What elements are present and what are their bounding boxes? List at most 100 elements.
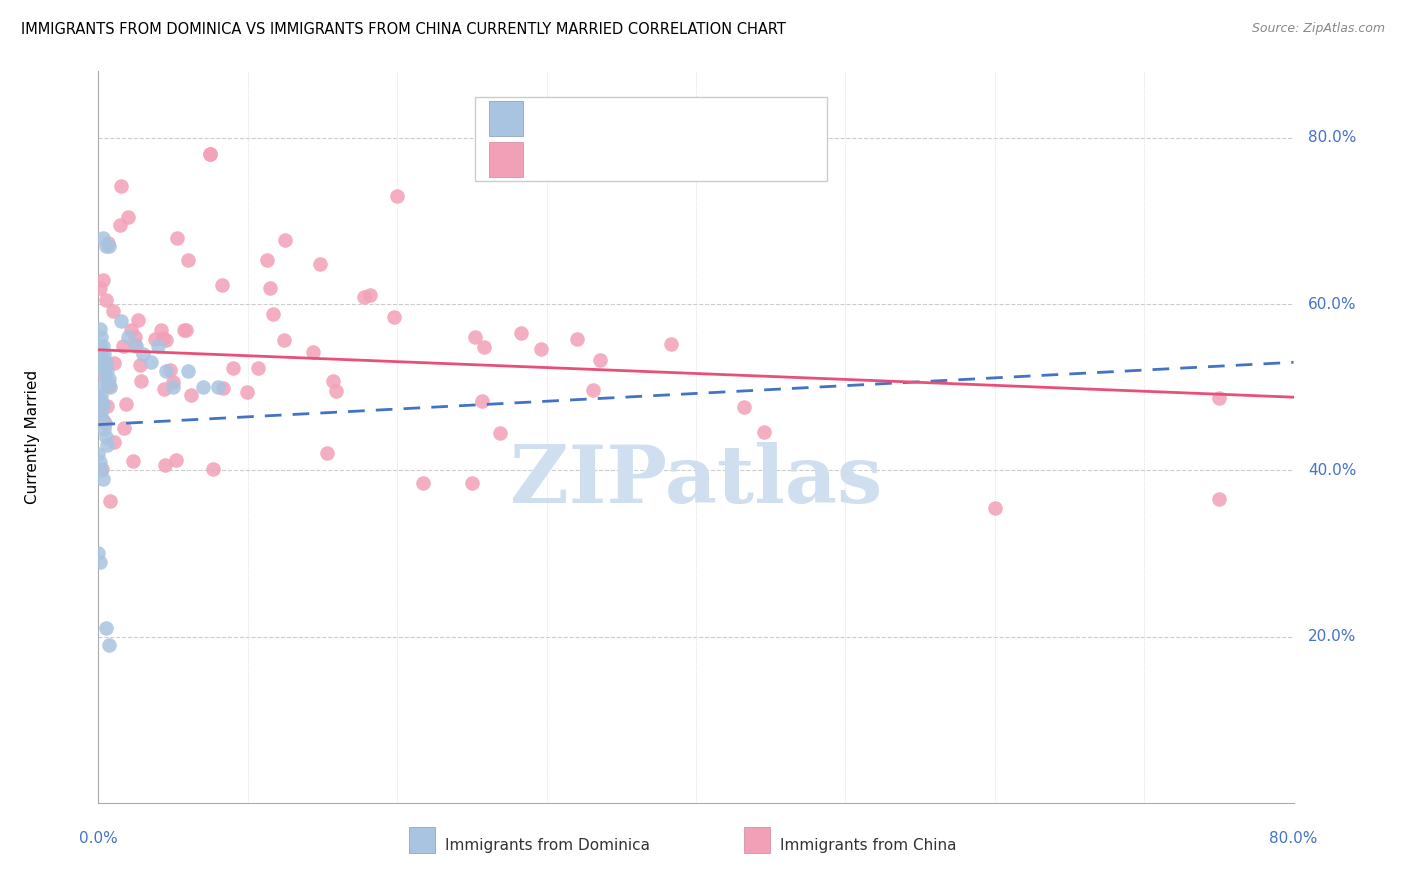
Point: [89, 392, 111, 406]
Point: [309, 257, 332, 271]
Point: [90, 463, 112, 477]
Point: [111, 339, 134, 353]
Point: [93, 416, 115, 430]
Point: [91, 338, 114, 352]
Point: [565, 332, 588, 346]
Point: [247, 361, 270, 376]
Point: [325, 384, 347, 398]
Point: [93, 363, 115, 377]
Point: [122, 454, 145, 468]
Point: [191, 380, 214, 394]
Point: [91, 230, 114, 244]
Point: [90, 462, 112, 476]
Point: [201, 462, 224, 476]
Text: Source: ZipAtlas.com: Source: ZipAtlas.com: [1251, 22, 1385, 36]
Point: [87, 388, 110, 402]
Point: [129, 358, 152, 372]
Point: [461, 475, 484, 490]
Text: Immigrants from Dominica: Immigrants from Dominica: [446, 838, 650, 853]
Point: [98, 377, 121, 392]
Point: [90, 405, 112, 419]
Point: [89, 404, 111, 418]
Point: [89, 380, 111, 394]
Point: [385, 189, 409, 203]
Point: [353, 290, 375, 304]
Point: [89, 322, 111, 336]
Point: [90, 347, 112, 361]
FancyBboxPatch shape: [409, 827, 436, 853]
Point: [162, 375, 184, 389]
Point: [166, 453, 188, 467]
Point: [472, 340, 495, 354]
Point: [256, 252, 278, 267]
Point: [322, 374, 344, 388]
Point: [89, 338, 111, 352]
Text: R = 0.020    N = 46: R = 0.020 N = 46: [534, 110, 697, 128]
Point: [153, 458, 176, 473]
Point: [221, 361, 243, 376]
Point: [162, 380, 184, 394]
Point: [155, 333, 177, 347]
Point: [94, 239, 117, 253]
Point: [91, 397, 114, 411]
Point: [211, 278, 233, 293]
Text: ZIPatlas: ZIPatlas: [510, 442, 882, 520]
Point: [177, 363, 200, 377]
Point: [174, 323, 197, 337]
Point: [149, 323, 172, 337]
Point: [315, 446, 337, 460]
Point: [177, 252, 200, 267]
Point: [87, 447, 110, 461]
Point: [110, 314, 132, 328]
Point: [129, 375, 152, 389]
Point: [262, 307, 284, 321]
Point: [103, 435, 125, 450]
Point: [117, 330, 139, 344]
Point: [155, 363, 177, 377]
Point: [94, 355, 117, 369]
Point: [464, 330, 486, 344]
Point: [259, 281, 281, 295]
Point: [101, 303, 124, 318]
Point: [89, 555, 111, 569]
Point: [117, 211, 139, 225]
Point: [125, 338, 148, 352]
Point: [1208, 492, 1230, 507]
Point: [124, 337, 146, 351]
Point: [143, 332, 166, 346]
Point: [96, 399, 118, 413]
Point: [273, 334, 295, 348]
FancyBboxPatch shape: [475, 97, 827, 181]
Point: [412, 475, 434, 490]
Point: [114, 397, 136, 411]
Point: [96, 438, 118, 452]
Point: [94, 293, 117, 307]
FancyBboxPatch shape: [744, 827, 770, 853]
Point: [152, 331, 174, 345]
Point: [96, 363, 118, 377]
Point: [93, 273, 115, 287]
Point: [127, 313, 149, 327]
Point: [159, 362, 181, 376]
Point: [94, 372, 117, 386]
Point: [236, 385, 259, 400]
Point: [153, 382, 176, 396]
Point: [132, 347, 155, 361]
Text: Currently Married: Currently Married: [25, 370, 41, 504]
Point: [148, 338, 170, 352]
Point: [1208, 391, 1230, 405]
Point: [984, 500, 1007, 515]
Point: [110, 179, 132, 194]
Text: 80.0%: 80.0%: [1308, 130, 1357, 145]
Point: [582, 383, 605, 397]
Point: [211, 381, 233, 395]
Point: [589, 353, 612, 368]
Point: [207, 380, 229, 394]
Point: [733, 401, 755, 415]
Point: [509, 326, 531, 340]
Text: R = -0.147    N = 83: R = -0.147 N = 83: [534, 150, 703, 168]
Point: [530, 342, 553, 356]
Point: [488, 426, 510, 441]
Point: [103, 356, 125, 370]
Point: [97, 379, 120, 393]
